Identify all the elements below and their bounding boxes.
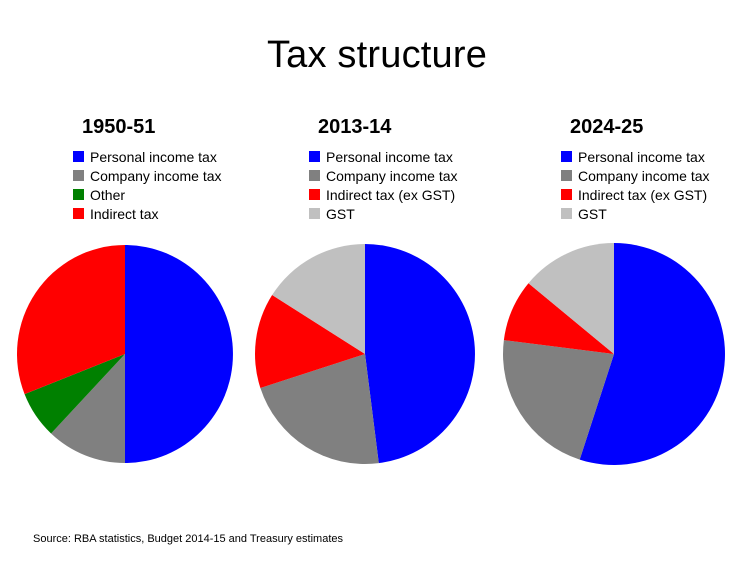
legend-item: Personal income tax [73,147,306,166]
legend-swatch [561,151,572,162]
legend-swatch [561,189,572,200]
legend-label: Indirect tax (ex GST) [326,186,456,203]
legend-swatch [73,170,84,181]
legend-swatch [309,208,320,219]
legend-item: Indirect tax (ex GST) [561,185,754,204]
legend-label: GST [578,205,607,222]
legend-label: Personal income tax [90,148,217,165]
legend-label: Company income tax [90,167,222,184]
legend-item: GST [309,204,542,223]
pie-slice-personal-income-tax [365,244,475,464]
pie-slice-personal-income-tax [125,245,233,463]
legend-swatch [561,170,572,181]
legend-label: Indirect tax (ex GST) [578,186,708,203]
pie-slice-gst [528,243,614,354]
legend-item: Company income tax [73,166,306,185]
pie-panel-2013-14: 2013-14 Personal income tax Company inco… [302,116,542,223]
pie-slice-indirect-tax-ex-gst [503,283,614,354]
pie-slice-company-income-tax [260,354,379,464]
pie-title-1950-51: 1950-51 [82,116,156,138]
pie-slice-personal-income-tax [579,243,725,465]
legend-swatch [309,170,320,181]
legend-item: Other [73,185,306,204]
legend-item: Personal income tax [309,147,542,166]
legend-label: Company income tax [326,167,458,184]
pie-slice-other [24,354,125,434]
legend-label: Personal income tax [578,148,705,165]
legend-swatch [309,189,320,200]
legend-swatch [309,151,320,162]
legend-swatch [73,151,84,162]
pie-slice-company-income-tax [51,354,125,463]
pie-slice-indirect-tax-ex-gst [254,295,365,388]
legend-2013-14: Personal income tax Company income tax I… [309,147,542,223]
pie-chart-2013-14 [254,244,475,464]
legend-item: GST [561,204,754,223]
pie-title-2024-25: 2024-25 [570,116,644,138]
chart-title: Tax structure [266,34,488,76]
legend-1950-51: Personal income tax Company income tax O… [73,147,306,223]
legend-item: Personal income tax [561,147,754,166]
legend-label: Other [90,186,126,203]
pie-panel-1950-51: 1950-51 Personal income tax Company inco… [66,116,306,223]
legend-label: Indirect tax [90,205,159,222]
legend-item: Indirect tax [73,204,306,223]
legend-2024-25: Personal income tax Company income tax I… [561,147,754,223]
legend-label: GST [326,205,355,222]
legend-item: Company income tax [561,166,754,185]
legend-swatch [73,208,84,219]
pie-slice-gst [272,244,365,354]
pie-chart-1950-51 [16,245,233,463]
legend-swatch [73,189,84,200]
source-note: Source: RBA statistics, Budget 2014-15 a… [33,533,343,545]
pie-title-2013-14: 2013-14 [318,116,392,138]
legend-label: Company income tax [578,167,710,184]
pie-slice-company-income-tax [503,340,614,460]
legend-swatch [561,208,572,219]
pie-chart-2024-25 [503,243,725,465]
pie-panel-2024-25: 2024-25 Personal income tax Company inco… [554,116,754,223]
legend-item: Indirect tax (ex GST) [309,185,542,204]
pie-slice-indirect-tax [16,245,126,395]
legend-item: Company income tax [309,166,542,185]
legend-label: Personal income tax [326,148,453,165]
